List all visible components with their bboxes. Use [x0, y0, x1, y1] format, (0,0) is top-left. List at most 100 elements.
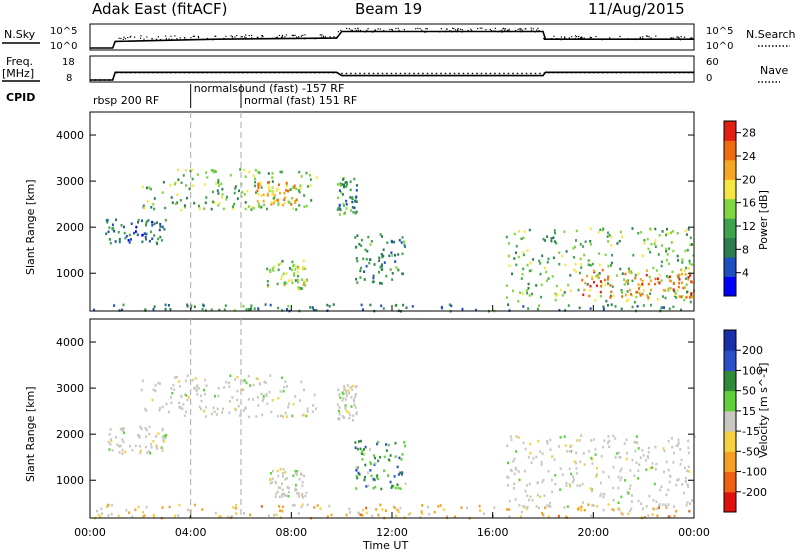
heatmap-cell — [626, 490, 629, 494]
colorbar-tick-label: 15 — [742, 405, 756, 418]
heatmap-cell — [607, 303, 609, 307]
colorbar-tick-label: -15 — [742, 425, 760, 438]
velocity-cells — [94, 374, 696, 520]
nsky-noise-point — [236, 34, 238, 37]
heatmap-cell — [221, 193, 224, 196]
heatmap-cell — [235, 512, 238, 515]
heatmap-cell — [342, 397, 345, 400]
nsky-noise-point — [314, 38, 316, 40]
heatmap-cell — [356, 234, 359, 237]
nsky-noise-point — [123, 36, 125, 38]
heatmap-cell — [284, 411, 287, 415]
heatmap-cell — [606, 278, 609, 281]
heatmap-cell — [160, 446, 163, 449]
heatmap-cell — [150, 206, 153, 209]
heatmap-cell — [522, 504, 525, 508]
heatmap-cell — [599, 494, 602, 497]
heatmap-cell — [649, 466, 652, 470]
heatmap-cell — [595, 466, 598, 470]
heatmap-cell — [218, 515, 221, 518]
heatmap-cell — [145, 232, 148, 236]
heatmap-cell — [124, 450, 127, 454]
nsky-noise-point — [366, 29, 368, 31]
heatmap-cell — [294, 471, 297, 475]
heatmap-cell — [101, 512, 103, 515]
heatmap-cell — [185, 394, 188, 397]
nsky-noise-point — [551, 38, 553, 40]
heatmap-cell — [354, 406, 357, 409]
heatmap-cell — [572, 247, 575, 250]
heatmap-cell — [605, 299, 608, 303]
nsky-noise-point — [354, 28, 356, 30]
heatmap-cell — [681, 258, 684, 261]
power-colorbar-label: Power [dB] — [757, 190, 770, 250]
heatmap-cell — [343, 212, 346, 216]
heatmap-cell — [602, 227, 605, 231]
heatmap-cell — [276, 490, 279, 494]
heatmap-cell — [642, 289, 645, 292]
heatmap-cell — [626, 290, 629, 293]
heatmap-cell — [590, 243, 592, 246]
heatmap-cell — [233, 202, 236, 206]
heatmap-cell — [677, 285, 680, 289]
heatmap-cell — [306, 503, 309, 507]
heatmap-cell — [670, 241, 673, 244]
heatmap-cell — [313, 506, 316, 509]
nave-line — [90, 72, 694, 81]
heatmap-cell — [607, 282, 609, 285]
nsky-noise-point — [171, 38, 173, 40]
heatmap-cell — [218, 184, 221, 187]
heatmap-cell — [508, 515, 511, 518]
heatmap-cell — [283, 201, 286, 205]
heatmap-cell — [255, 415, 258, 418]
heatmap-cell — [287, 491, 290, 494]
heatmap-cell — [194, 377, 197, 380]
heatmap-cell — [617, 475, 620, 479]
nsky-noise-point — [230, 35, 232, 37]
heatmap-cell — [360, 452, 363, 455]
heatmap-cell — [282, 468, 285, 471]
heatmap-cell — [143, 206, 146, 210]
heatmap-cell — [339, 182, 342, 185]
nsky-noise-point — [276, 36, 278, 38]
nsky-noise-point — [450, 30, 452, 32]
heatmap-cell — [351, 200, 354, 204]
heatmap-cell — [352, 210, 355, 214]
heatmap-cell — [645, 505, 648, 508]
heatmap-cell — [300, 380, 303, 384]
heatmap-cell — [341, 399, 344, 402]
heatmap-cell — [260, 392, 263, 396]
heatmap-cell — [354, 200, 356, 203]
nsky-noise-point — [492, 30, 494, 32]
nsky-noise-point — [650, 37, 652, 39]
heatmap-cell — [305, 171, 308, 175]
heatmap-cell — [474, 308, 477, 312]
heatmap-cell — [654, 227, 657, 231]
heatmap-cell — [568, 467, 571, 471]
heatmap-cell — [205, 384, 208, 387]
heatmap-cell — [678, 295, 681, 298]
heatmap-cell — [295, 488, 298, 492]
heatmap-cell — [628, 487, 631, 490]
heatmap-cell — [397, 510, 400, 514]
nsky-noise-point — [262, 36, 264, 38]
heatmap-cell — [621, 235, 624, 239]
heatmap-cell — [672, 461, 675, 464]
heatmap-cell — [649, 227, 652, 231]
heatmap-cell — [141, 219, 143, 223]
heatmap-cell — [554, 231, 556, 235]
heatmap-cell — [611, 253, 613, 257]
heatmap-cell — [128, 511, 131, 514]
heatmap-cell — [506, 444, 509, 448]
heatmap-cell — [517, 255, 520, 259]
heatmap-cell — [639, 284, 642, 288]
heatmap-cell — [675, 296, 678, 299]
heatmap-cell — [225, 198, 228, 201]
heatmap-cell — [522, 441, 525, 445]
heatmap-cell — [649, 292, 652, 296]
heatmap-cell — [297, 189, 300, 192]
heatmap-cell — [300, 505, 303, 509]
heatmap-cell — [338, 406, 341, 409]
heatmap-cell — [546, 235, 549, 238]
heatmap-cell — [242, 379, 245, 383]
